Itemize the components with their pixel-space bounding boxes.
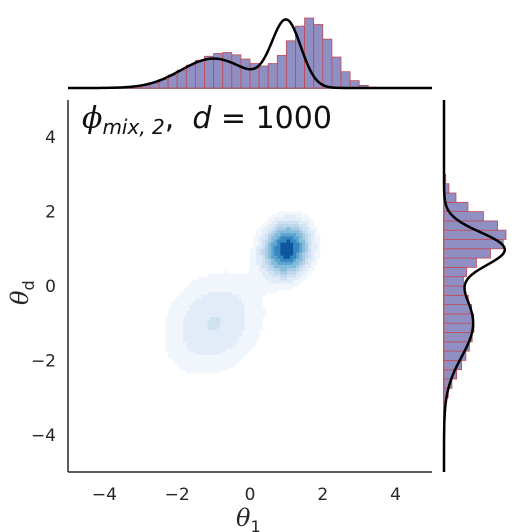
top-marginal-bar xyxy=(185,64,196,89)
right-marginal-bar xyxy=(443,266,467,278)
top-marginal-bar xyxy=(276,55,287,89)
x-tick-label: 4 xyxy=(390,485,401,505)
right-marginal-bar xyxy=(443,322,475,333)
kde-level-9 xyxy=(280,239,294,259)
y-axis-label-sub: d xyxy=(19,280,38,290)
x-axis-label-base: θ xyxy=(236,504,251,532)
right-marginal-kde-line xyxy=(442,100,507,472)
right-marginal-bar xyxy=(443,332,473,343)
top-marginal-bar xyxy=(322,38,333,89)
main-kde-panel xyxy=(165,211,321,374)
top-marginal-histogram xyxy=(68,17,432,90)
annotation-variable: d xyxy=(192,101,212,136)
right-marginal-bar xyxy=(443,257,477,268)
x-tick-label: −2 xyxy=(165,485,190,505)
top-marginal-bar xyxy=(231,54,242,89)
annotation-symbol: ϕ xyxy=(82,101,102,136)
top-marginal-bar xyxy=(304,17,315,89)
y-tick-label: 4 xyxy=(45,128,56,148)
top-marginal-bar xyxy=(204,55,214,89)
right-marginal-bar xyxy=(443,304,473,315)
x-tick-label: 2 xyxy=(317,485,328,505)
right-marginal-bar xyxy=(443,313,474,324)
top-marginal-bar xyxy=(258,65,269,89)
right-marginal-bar xyxy=(443,294,469,305)
right-marginal-bar xyxy=(443,239,504,250)
y-tick-label: 2 xyxy=(45,203,56,223)
annotation-value: = 1000 xyxy=(211,101,332,136)
right-marginal-bar xyxy=(443,248,491,259)
x-tick-label: −4 xyxy=(92,485,117,505)
right-marginal-bar xyxy=(443,229,507,240)
top-marginal-bar xyxy=(267,63,278,89)
top-marginal-bar xyxy=(240,58,251,89)
top-marginal-bar xyxy=(222,52,233,89)
y-tick-label: −2 xyxy=(31,351,56,371)
annotation-subscript: mix, 2 xyxy=(102,115,164,139)
y-axis-label: θd xyxy=(6,280,38,305)
x-axis-label-sub: 1 xyxy=(250,517,260,532)
axes: −4 −2 0 2 4 −4 −2 0 2 4 xyxy=(31,100,432,505)
right-marginal-bar xyxy=(443,285,466,296)
top-marginal-bar xyxy=(194,59,205,89)
y-axis-label-base: θ xyxy=(6,290,34,305)
annotation-separator: , xyxy=(165,101,175,136)
right-marginal-bar xyxy=(443,276,464,287)
right-marginal-histogram xyxy=(442,100,507,472)
top-marginal-bar xyxy=(340,71,351,89)
top-marginal-bar xyxy=(285,40,296,89)
x-tick-label: 0 xyxy=(245,485,256,505)
x-axis-label: θ1 xyxy=(236,504,261,532)
annotation: ϕmix, 2, d = 1000 xyxy=(82,101,332,139)
top-marginal-bar xyxy=(331,56,342,89)
top-marginal-kde-line xyxy=(68,18,432,90)
y-tick-label: −4 xyxy=(31,426,56,446)
y-tick-label: 0 xyxy=(45,277,56,297)
kde-contours xyxy=(165,211,321,374)
